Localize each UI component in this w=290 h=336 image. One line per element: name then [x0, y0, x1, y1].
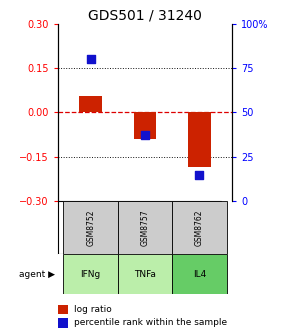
Text: GSM8762: GSM8762	[195, 210, 204, 246]
Bar	[172, 201, 226, 254]
Point	[197, 172, 202, 177]
Bar	[79, 96, 102, 112]
Point	[88, 56, 93, 62]
Bar	[118, 254, 172, 294]
Text: GSM8752: GSM8752	[86, 210, 95, 246]
Text: log ratio: log ratio	[74, 305, 112, 314]
Text: TNFa: TNFa	[134, 269, 156, 279]
Bar	[64, 254, 118, 294]
Text: GSM8757: GSM8757	[140, 210, 150, 246]
Text: percentile rank within the sample: percentile rank within the sample	[74, 319, 227, 327]
Bar	[118, 201, 172, 254]
Point	[143, 133, 147, 138]
Text: agent ▶: agent ▶	[19, 269, 55, 279]
Bar	[134, 112, 156, 139]
Bar	[188, 112, 211, 167]
Title: GDS501 / 31240: GDS501 / 31240	[88, 8, 202, 23]
Bar	[64, 201, 118, 254]
Text: IFNg: IFNg	[81, 269, 101, 279]
Text: IL4: IL4	[193, 269, 206, 279]
Bar	[172, 254, 226, 294]
